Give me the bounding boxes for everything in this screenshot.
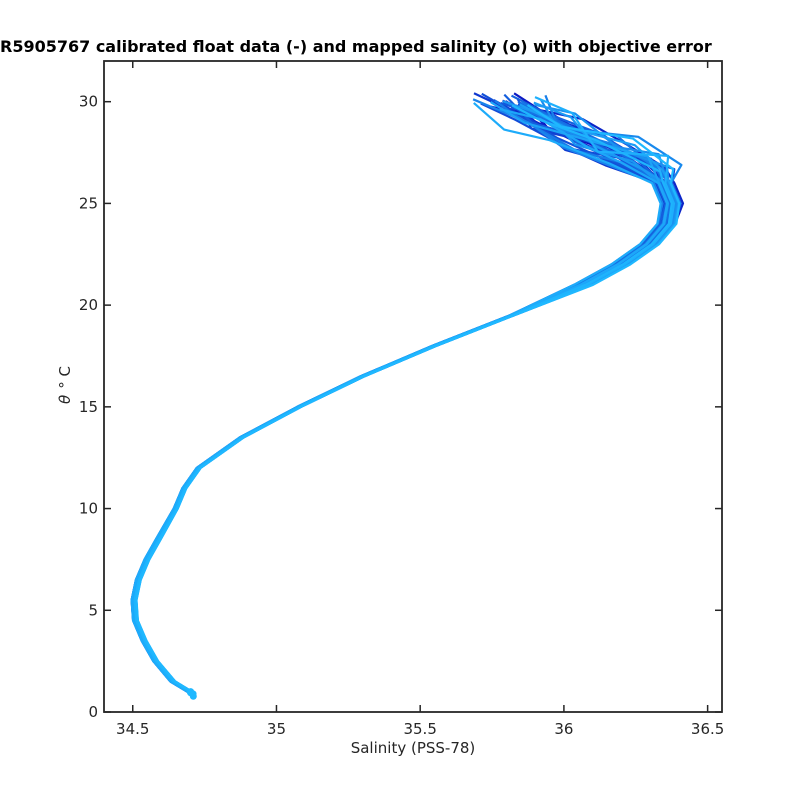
profile-line xyxy=(134,101,681,695)
profile-line xyxy=(133,92,678,695)
profile-line xyxy=(131,105,671,695)
profile-line xyxy=(132,100,673,695)
x-tick-label: 35.5 xyxy=(403,720,436,738)
chart-title: R5905767 calibrated float data (-) and m… xyxy=(0,37,712,56)
profile-line xyxy=(134,103,682,695)
profile-line xyxy=(133,100,679,695)
x-tick-label: 36 xyxy=(554,720,573,738)
y-tick-label: 15 xyxy=(79,398,98,416)
profile-line xyxy=(132,108,669,695)
y-tick-label: 25 xyxy=(79,194,98,212)
y-axis-label: θ ° C xyxy=(56,366,74,404)
plot-frame xyxy=(103,60,723,713)
profile-line xyxy=(131,102,670,695)
x-axis: 34.5 35 35.5 36 36.5 xyxy=(116,61,724,738)
y-tick-label: 20 xyxy=(79,296,98,314)
profile-line xyxy=(132,102,671,695)
profile-line xyxy=(132,106,673,695)
profile-line xyxy=(134,96,676,695)
profile-line xyxy=(134,103,679,695)
profile-line xyxy=(135,103,680,695)
y-axis-label-unit: ° C xyxy=(56,366,74,389)
x-axis-label: Salinity (PSS-78) xyxy=(351,739,476,757)
profile-line xyxy=(134,98,678,695)
profile-line xyxy=(130,92,667,695)
profile-line xyxy=(130,98,664,695)
profile-line xyxy=(134,106,680,695)
profile-line xyxy=(132,101,676,695)
profile-line xyxy=(131,99,672,695)
profile-line xyxy=(135,94,682,695)
y-tick-label: 10 xyxy=(79,500,98,518)
profile-line xyxy=(133,104,673,695)
y-tick-label: 30 xyxy=(79,93,98,111)
profile-line xyxy=(133,105,678,695)
profile-line xyxy=(132,97,675,695)
profile-line xyxy=(133,107,676,695)
profile-line xyxy=(130,99,666,695)
profile-line xyxy=(131,99,669,695)
y-tick-label: 5 xyxy=(88,601,98,619)
profile-line xyxy=(132,100,670,695)
profile-line xyxy=(133,101,675,695)
profile-line xyxy=(135,103,681,695)
x-tick-label: 34.5 xyxy=(116,720,149,738)
profiles-group xyxy=(130,92,685,700)
x-tick-label: 36.5 xyxy=(691,720,724,738)
profile-line xyxy=(131,92,667,695)
profile-line xyxy=(134,109,678,695)
profile-line xyxy=(135,105,685,695)
profile-line xyxy=(132,102,672,695)
y-axis: 0 5 10 15 20 25 30 xyxy=(79,93,722,721)
profile-line xyxy=(132,106,676,695)
y-axis-label-symbol: θ xyxy=(56,395,74,404)
mapped-salinity-point xyxy=(187,689,195,697)
profile-line xyxy=(130,102,662,695)
profile-line xyxy=(133,99,677,695)
profile-line xyxy=(132,94,673,695)
x-tick-label: 35 xyxy=(267,720,286,738)
profile-line xyxy=(131,93,667,695)
profile-line xyxy=(132,101,669,695)
profile-line xyxy=(135,107,683,695)
y-tick-label: 0 xyxy=(88,703,98,721)
